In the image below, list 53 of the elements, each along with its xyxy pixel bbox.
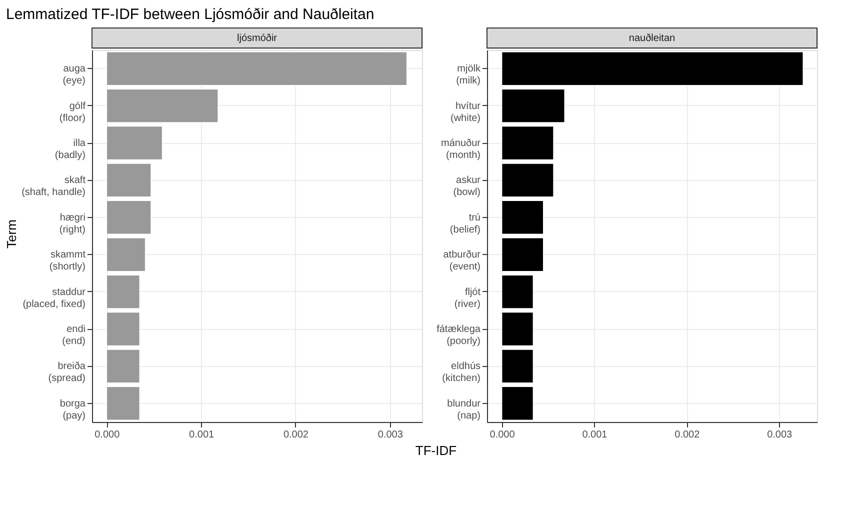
- bar: [501, 312, 534, 346]
- y-tick-label: askur (bowl): [453, 175, 482, 198]
- x-tick-label: 0.000: [94, 430, 120, 440]
- text: Lemmatized TF-IDF between Ljósmóðir and Nauðleitan: [6, 6, 374, 23]
- bar: [501, 200, 544, 235]
- y-tick-label: eldhús (kitchen): [442, 361, 480, 384]
- y-tick-label: skammt (shortly): [49, 250, 86, 273]
- bar: [106, 163, 152, 198]
- bar: [501, 88, 566, 123]
- y-tick-label: breiða (spread): [48, 361, 86, 384]
- chart-title: ljósmóðir: [236, 33, 278, 44]
- y-tick-label: gólf (floor): [59, 100, 86, 124]
- bar: [501, 274, 534, 309]
- x-tick-label: 0.001: [582, 430, 608, 440]
- x-tick-label: 0.001: [189, 430, 215, 440]
- x-axis-title: TF-IDF: [415, 443, 457, 458]
- y-tick-label: skaft (shaft, handle): [22, 175, 86, 198]
- chart-title: nauðleitan: [628, 33, 676, 44]
- x-tick-label: 0.000: [490, 430, 516, 440]
- bar: [106, 312, 140, 346]
- y-tick-label: blundur (nap): [447, 398, 482, 422]
- bar: [501, 163, 554, 198]
- y-tick-label: mánuður (month): [441, 138, 482, 161]
- y-tick-label: auga (eye): [62, 64, 86, 87]
- y-tick-label: endi (end): [62, 324, 86, 347]
- y-tick-label: trú (belief): [450, 212, 480, 236]
- y-tick-label: staddur (placed, fixed): [22, 286, 86, 310]
- y-tick-label: fátæklega (poorly): [436, 324, 481, 347]
- bar: [106, 274, 140, 309]
- bar: [106, 237, 146, 272]
- bar: [106, 349, 140, 384]
- y-tick-label: borga (pay): [60, 398, 86, 422]
- y-tick-label: hvítur (white): [450, 100, 482, 124]
- bar: [106, 51, 408, 86]
- bar: [501, 386, 534, 421]
- x-tick-label: 0.003: [767, 430, 793, 440]
- bar: [106, 126, 163, 160]
- y-tick-label: mjölk (milk): [456, 64, 482, 87]
- bar: [106, 386, 140, 421]
- x-tick-label: 0.002: [674, 430, 700, 440]
- y-tick-label: illa (badly): [54, 138, 86, 161]
- x-tick-label: 0.002: [283, 430, 309, 440]
- bar: [106, 200, 152, 235]
- y-tick-label: hægri (right): [59, 212, 86, 236]
- bar: [106, 88, 218, 123]
- y-tick-label: atburður (event): [443, 250, 482, 273]
- y-tick-label: fljót (river): [454, 286, 481, 310]
- bar: [501, 126, 554, 160]
- bar: [501, 237, 544, 272]
- bar: [501, 349, 534, 384]
- bar: [501, 51, 804, 86]
- y-axis-title: Term: [4, 220, 19, 248]
- x-tick-label: 0.003: [378, 430, 404, 440]
